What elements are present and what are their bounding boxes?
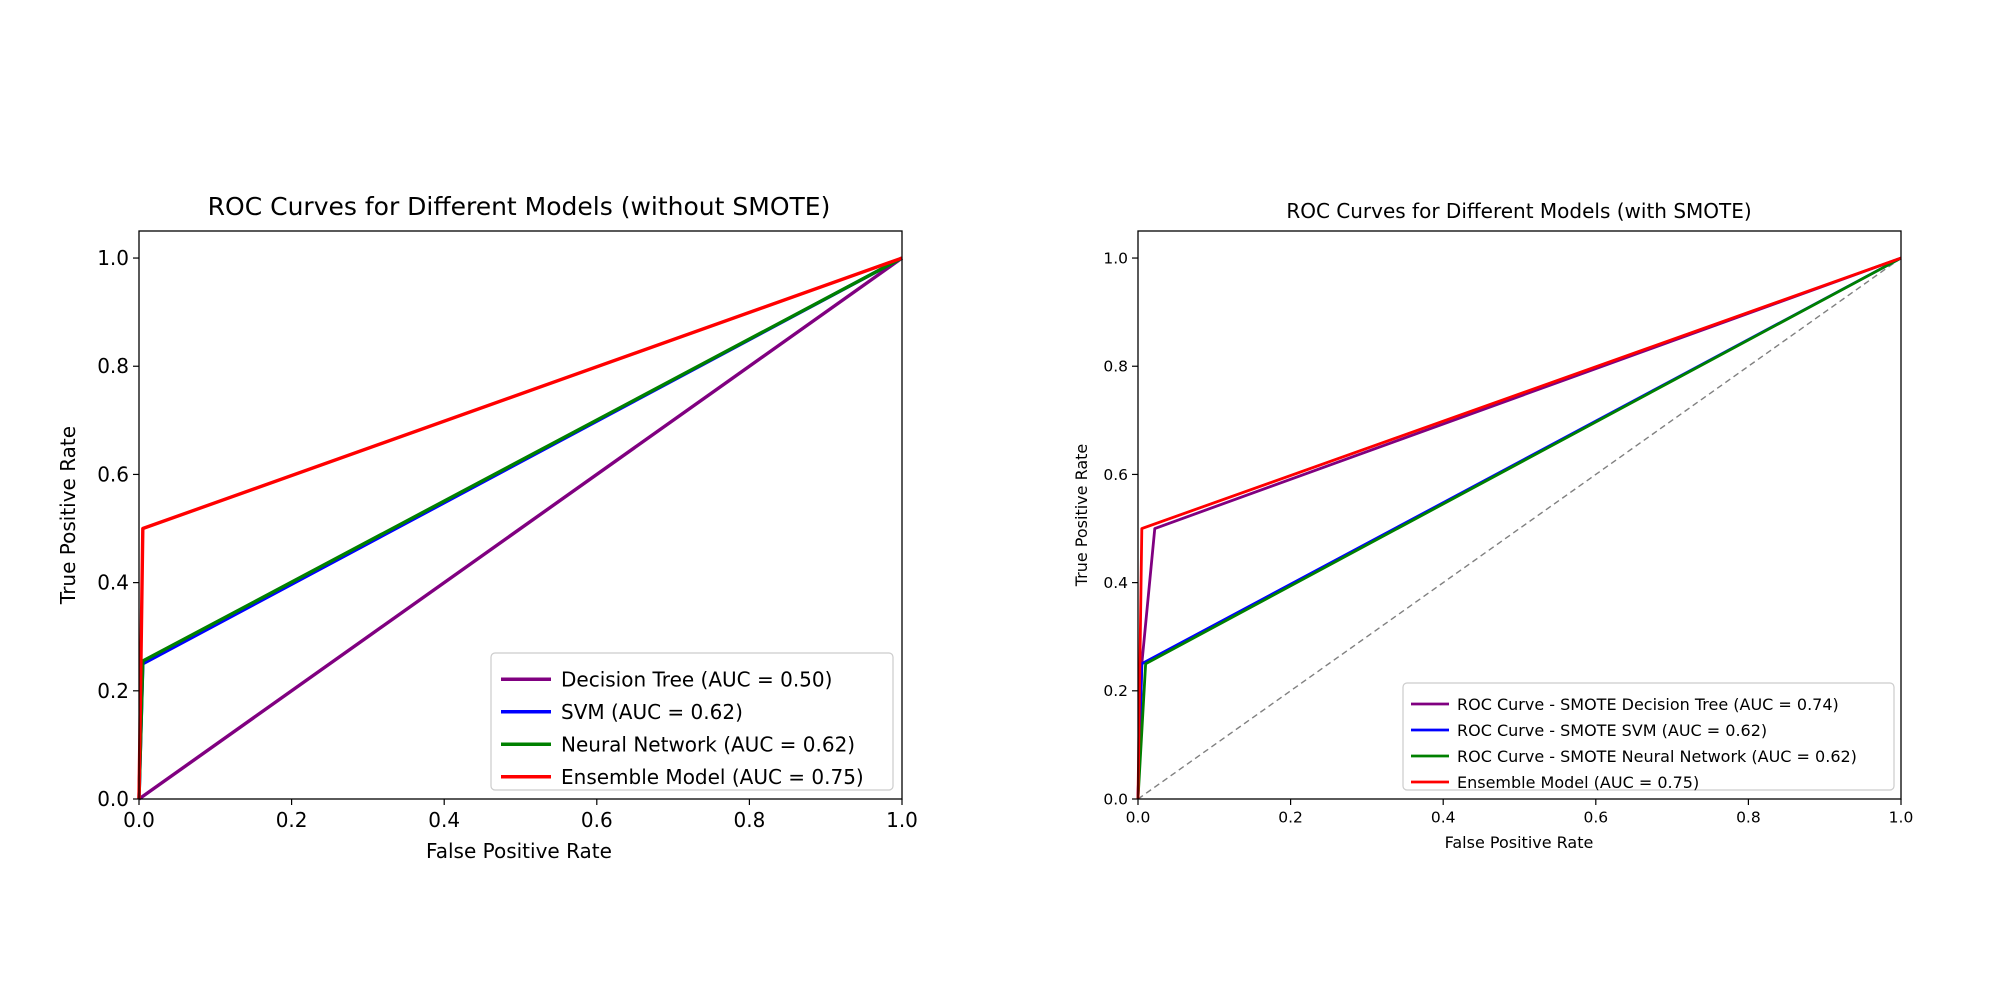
- legend-box: [490, 652, 894, 791]
- x-tick-label: 0.4: [428, 808, 460, 832]
- x-tick-label: 1.0: [1889, 809, 1914, 827]
- x-tick-label: 0.6: [1583, 809, 1608, 827]
- x-tick-label: 1.0: [886, 808, 918, 832]
- y-axis-label: True Positive Rate: [56, 426, 80, 605]
- series-line-0: [138, 256, 903, 801]
- legend-label-3: Ensemble Model (AUC = 0.75): [1457, 773, 1699, 792]
- y-tick-label: 0.0: [1103, 790, 1128, 808]
- y-tick-label: 0.8: [1103, 358, 1128, 376]
- y-tick-label: 1.0: [1103, 249, 1128, 267]
- legend-label-3: Ensemble Model (AUC = 0.75): [561, 765, 864, 789]
- legend-label-0: Decision Tree (AUC = 0.50): [561, 667, 832, 691]
- chart-title: ROC Curves for Different Models (with SM…: [1286, 199, 1751, 223]
- series-line-2: [1136, 256, 1902, 800]
- tick-group: 0.0 0.2 0.4 0.6 0.8 1.0 0.0 0.2 0.4 0.6 0.8 1.0: [97, 246, 918, 832]
- legend-label-1: ROC Curve - SMOTE SVM (AUC = 0.62): [1457, 721, 1767, 740]
- legend: ROC Curve - SMOTE Decision Tree (AUC = 0…: [1402, 682, 1895, 792]
- x-tick-label: 0.2: [1278, 809, 1303, 827]
- x-tick-label: 0.6: [581, 808, 613, 832]
- y-tick-label: 0.4: [97, 571, 129, 595]
- y-tick-label: 0.6: [1103, 466, 1128, 484]
- y-axis-label: True Positive Rate: [1072, 444, 1091, 588]
- diagonal-reference-line: [1137, 257, 1902, 800]
- legend-box: [1402, 682, 1895, 791]
- y-tick-label: 0.4: [1103, 574, 1128, 592]
- x-tick-label: 0.0: [1126, 809, 1151, 827]
- y-tick-label: 0.0: [97, 787, 129, 811]
- x-tick-label: 0.4: [1431, 809, 1456, 827]
- legend: Decision Tree (AUC = 0.50) SVM (AUC = 0.6…: [490, 652, 894, 791]
- legend-label-0: ROC Curve - SMOTE Decision Tree (AUC = 0…: [1457, 695, 1839, 714]
- x-axis-label: False Positive Rate: [1445, 833, 1594, 852]
- panel-without-smote: ROC Curves for Different Models (without…: [56, 192, 918, 863]
- x-tick-label: 0.8: [1736, 809, 1761, 827]
- x-tick-label: 0.0: [123, 808, 155, 832]
- chart-title: ROC Curves for Different Models (without…: [208, 192, 831, 221]
- x-tick-label: 0.8: [733, 808, 765, 832]
- x-tick-label: 0.2: [276, 808, 308, 832]
- axes-frame: [1137, 230, 1902, 800]
- legend-label-2: ROC Curve - SMOTE Neural Network (AUC = …: [1457, 747, 1857, 766]
- x-axis-label: False Positive Rate: [426, 839, 612, 863]
- y-tick-label: 1.0: [97, 246, 129, 270]
- series-line-3: [1136, 256, 1902, 800]
- legend-label-1: SVM (AUC = 0.62): [561, 700, 743, 724]
- axes-frame: [138, 230, 903, 800]
- y-tick-label: 0.6: [97, 462, 129, 486]
- y-tick-label: 0.2: [97, 679, 129, 703]
- panel-with-smote: ROC Curves for Different Models (with SM…: [1072, 199, 1913, 852]
- series-line-3: [137, 256, 903, 800]
- legend-label-2: Neural Network (AUC = 0.62): [561, 732, 855, 756]
- plot-area: [137, 256, 903, 801]
- plot-area: [1136, 256, 1902, 800]
- y-tick-label: 0.8: [97, 354, 129, 378]
- tick-group: 0.0 0.2 0.4 0.6 0.8 1.0 0.0 0.2 0.4 0.6 0.8 1.0: [1103, 249, 1913, 826]
- y-tick-label: 0.2: [1103, 682, 1128, 700]
